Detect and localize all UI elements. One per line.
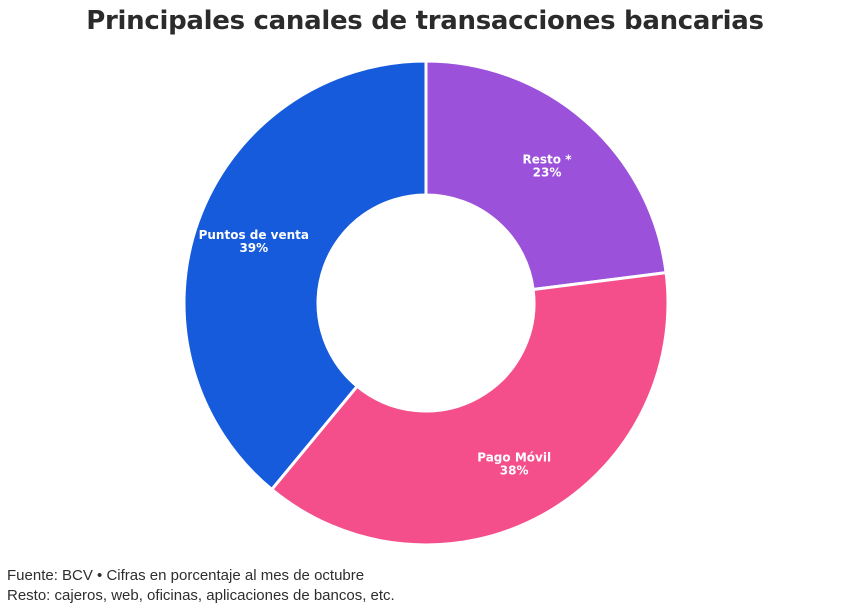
slice-category-label: Resto * [523,153,573,167]
resto-note: Resto: cajeros, web, oficinas, aplicacio… [7,587,395,604]
slice-category-label: Pago Móvil [477,450,551,464]
donut-slice-resto [424,59,668,291]
donut-slice-puntos-de-venta [182,59,428,491]
chart-title: Principales canales de transacciones ban… [86,6,764,36]
chart-footer: Fuente: BCV • Cifras en porcentaje al me… [7,566,395,606]
slice-value-label: 23% [533,166,562,180]
slice-category-label: Puntos de venta [199,228,309,242]
slice-value-label: 38% [500,463,529,477]
slice-value-label: 39% [239,241,268,255]
source-note: Fuente: BCV • Cifras en porcentaje al me… [7,567,365,584]
donut-slice-pago-m-vil [270,271,670,547]
